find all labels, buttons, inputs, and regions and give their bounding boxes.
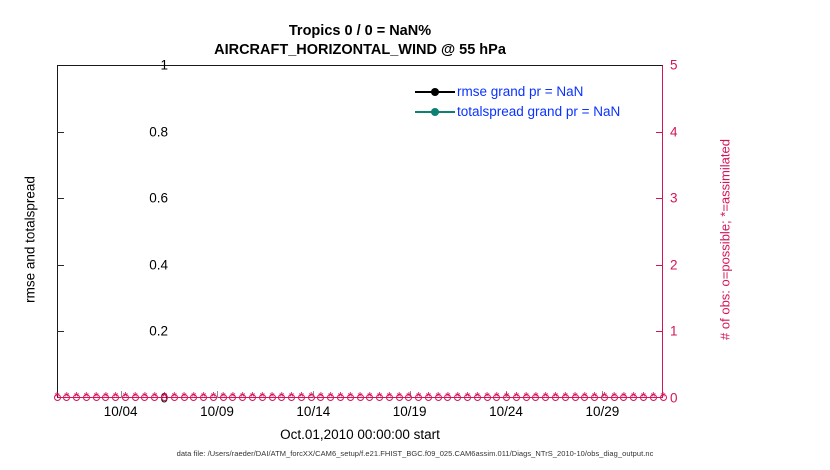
legend-line-marker-totalspread-icon <box>415 105 455 119</box>
y-axis-left-tick-label: 1 <box>160 57 168 73</box>
y-axis-left-tick-mark <box>57 264 64 266</box>
y-axis-right-tick-label: 4 <box>670 124 678 140</box>
y-axis-left-tick-label: 0.6 <box>149 190 168 206</box>
y-axis-right-tick-mark <box>656 198 663 200</box>
x-axis-tick-mark <box>216 391 218 398</box>
legend-item-totalspread[interactable]: totalspread grand pr = NaN <box>415 102 620 122</box>
y-axis-left-tick-label: 0.2 <box>149 323 168 339</box>
y-axis-right-tick-label: 3 <box>670 190 678 206</box>
data-file-footer: data file: /Users/raeder/DAI/ATM_forcXX/… <box>176 449 654 458</box>
y-axis-right-tick-mark <box>656 264 663 266</box>
y-axis-right-tick-mark <box>656 131 663 133</box>
legend-label-rmse: rmse grand pr = NaN <box>457 84 584 99</box>
x-axis-tick-mark <box>506 391 508 398</box>
y-axis-right-label: # of obs: o=possible; *=assimilated <box>717 139 733 340</box>
x-axis-tick-label: 10/04 <box>103 404 138 419</box>
x-axis-tick-mark <box>409 391 411 398</box>
y-axis-left-tick-mark <box>57 331 64 333</box>
plot-area <box>57 65 663 398</box>
y-axis-right-tick-label: 1 <box>670 323 678 339</box>
x-axis-tick-mark <box>120 391 122 398</box>
x-axis-label: Oct.01,2010 00:00:00 start <box>280 427 440 442</box>
chart-title-line-2: AIRCRAFT_HORIZONTAL_WIND @ 55 hPa <box>214 42 506 58</box>
x-axis-tick-label: 10/19 <box>392 404 427 419</box>
legend-label-totalspread: totalspread grand pr = NaN <box>457 104 621 119</box>
x-axis-tick-mark <box>602 391 604 398</box>
y-axis-left-label: rmse and totalspread <box>22 176 38 303</box>
x-axis-tick-label: 10/14 <box>296 404 331 419</box>
x-axis-tick-label: 10/24 <box>489 404 523 419</box>
y-axis-left-tick-mark <box>57 131 64 133</box>
chart-title-block: Tropics 0 / 0 = NaN% AIRCRAFT_HORIZONTAL… <box>57 22 663 60</box>
y-axis-left-tick-label: 0 <box>160 390 168 406</box>
y-axis-right-tick-label: 0 <box>670 390 678 406</box>
y-axis-left-tick-label: 0.4 <box>149 257 168 273</box>
chart-title-line-1: Tropics 0 / 0 = NaN% <box>288 23 432 39</box>
y-axis-left-tick-label: 0.8 <box>149 124 168 140</box>
y-axis-left-tick-mark <box>57 198 64 200</box>
legend-line-marker-rmse-icon <box>415 85 455 99</box>
y-axis-right-tick-label: 2 <box>670 257 678 273</box>
x-axis-tick-mark <box>313 391 315 398</box>
y-axis-right-tick-label: 5 <box>670 57 678 73</box>
y-axis-right-tick-mark <box>656 331 663 333</box>
x-axis-tick-label: 10/09 <box>200 404 234 419</box>
x-axis-tick-label: 10/29 <box>585 404 620 419</box>
legend-item-rmse[interactable]: rmse grand pr = NaN <box>415 82 620 102</box>
chart-legend: rmse grand pr = NaN totalspread grand pr… <box>415 82 620 122</box>
